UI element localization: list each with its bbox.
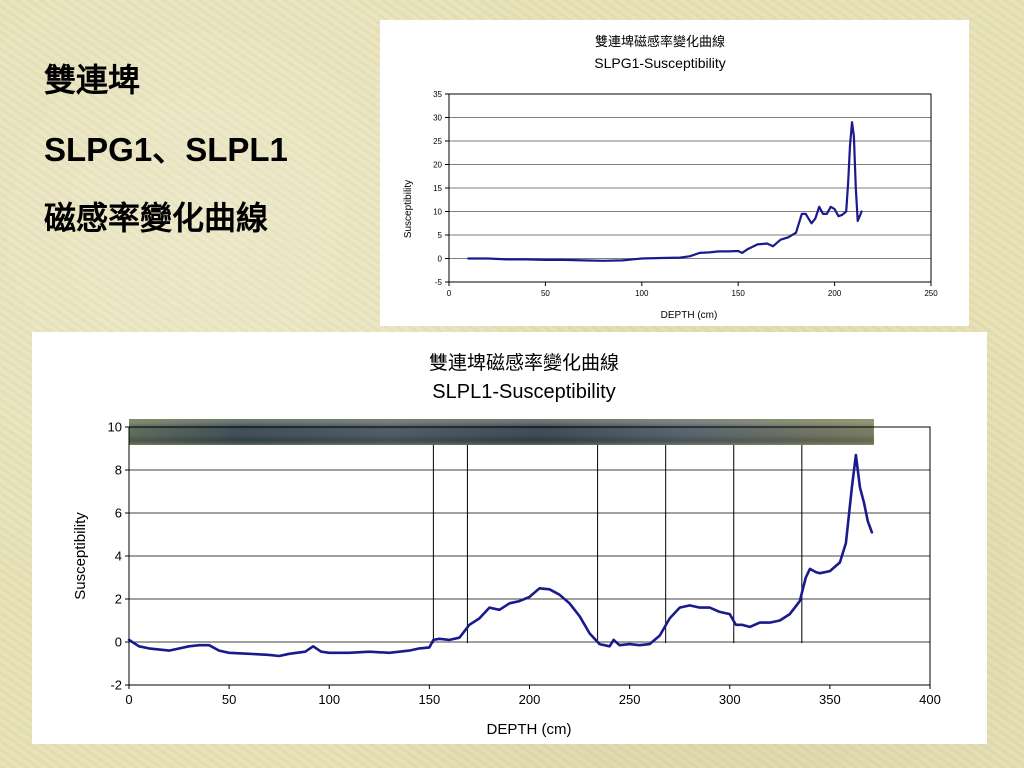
y-tick-label: 0: [115, 635, 122, 650]
x-tick-label: 250: [924, 289, 938, 298]
series-line: [467, 121, 863, 262]
y-tick-label: 15: [433, 184, 442, 193]
x-tick-label: 350: [819, 692, 841, 707]
x-tick-label: 250: [619, 692, 641, 707]
x-tick-label: 400: [919, 692, 941, 707]
chart-subtitle: SLPL1-Susceptibility: [432, 381, 615, 403]
y-tick-label: 10: [433, 207, 442, 216]
slide-title-site: 雙連埤: [44, 61, 141, 99]
x-tick-label: 100: [318, 692, 340, 707]
x-tick-label: 100: [635, 289, 649, 298]
y-tick-label: 8: [115, 463, 122, 478]
chart-panel-slpl1: 雙連埤磁感率變化曲線 SLPL1-Susceptibility DEPTH (c…: [32, 332, 987, 744]
core-photo-shading: [129, 419, 874, 445]
y-axis-label: Susceptibility: [403, 180, 414, 238]
x-tick-label: 300: [719, 692, 741, 707]
y-tick-label: 20: [433, 160, 442, 169]
y-tick-label: -5: [435, 278, 443, 287]
y-tick-label: 10: [108, 420, 122, 435]
y-tick-label: 35: [433, 90, 442, 99]
slide-title-block: 雙連埤 SLPG1、SLPL1 磁感率變化曲線: [44, 58, 288, 240]
x-tick-label: 50: [222, 692, 236, 707]
x-tick-label: 0: [447, 289, 452, 298]
chart-slpg1: 雙連埤磁感率變化曲線 SLPG1-Susceptibility DEPTH (c…: [403, 34, 938, 321]
x-tick-label: 200: [519, 692, 541, 707]
slide-title-subject: 磁感率變化曲線: [44, 199, 269, 237]
plot-frame: [128, 426, 931, 686]
x-tick-label: 150: [732, 289, 746, 298]
y-tick-label: 2: [115, 592, 122, 607]
slide-title-cores: SLPG1、SLPL1: [44, 131, 288, 168]
x-axis-label: DEPTH (cm): [661, 310, 718, 321]
y-tick-label: 6: [115, 506, 122, 521]
y-tick-label: 25: [433, 137, 442, 146]
x-tick-label: 200: [828, 289, 842, 298]
y-tick-label: -2: [110, 678, 122, 693]
y-tick-label: 5: [438, 231, 443, 240]
chart-subtitle: SLPG1-Susceptibility: [594, 55, 726, 71]
y-tick-label: 4: [115, 549, 122, 564]
plot-frame: [448, 93, 932, 283]
chart-title: 雙連埤磁感率變化曲線: [429, 352, 619, 374]
x-axis-label: DEPTH (cm): [487, 721, 572, 738]
chart-slpl1: 雙連埤磁感率變化曲線 SLPL1-Susceptibility DEPTH (c…: [72, 352, 941, 738]
chart-panel-slpg1: 雙連埤磁感率變化曲線 SLPG1-Susceptibility DEPTH (c…: [380, 20, 969, 326]
chart-title: 雙連埤磁感率變化曲線: [595, 34, 725, 50]
y-tick-label: 30: [433, 113, 442, 122]
x-tick-label: 150: [419, 692, 441, 707]
y-tick-label: 0: [438, 254, 443, 263]
x-tick-label: 50: [541, 289, 550, 298]
x-tick-label: 0: [125, 692, 132, 707]
y-axis-label: Susceptibility: [72, 512, 89, 600]
series-line: [127, 453, 874, 658]
